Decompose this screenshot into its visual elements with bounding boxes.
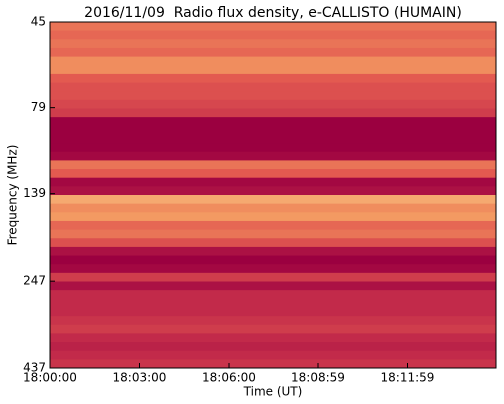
spectrum-row bbox=[50, 359, 496, 369]
spectrum-row bbox=[50, 272, 496, 282]
spectrum-row bbox=[50, 82, 496, 92]
spectrum-row bbox=[50, 195, 496, 205]
y-tick-label: 79 bbox=[31, 100, 46, 114]
x-tick-label: 18:00:00 bbox=[23, 371, 77, 385]
spectrum-row bbox=[50, 246, 496, 257]
x-tick-label: 18:11:59 bbox=[381, 371, 435, 385]
spectrum-row bbox=[50, 108, 496, 118]
spectrum-row bbox=[50, 56, 496, 66]
spectrum-row bbox=[50, 290, 496, 300]
y-tick-label: 139 bbox=[23, 186, 46, 200]
spectrum-row bbox=[50, 169, 496, 179]
x-tick-label: 18:06:00 bbox=[202, 371, 256, 385]
spectrum-row bbox=[50, 99, 496, 109]
y-axis-label: Frequency (MHz) bbox=[6, 145, 20, 246]
spectrum-row bbox=[50, 22, 496, 32]
spectrum-row bbox=[50, 229, 496, 239]
spectrum-row bbox=[50, 186, 496, 196]
x-tick-label: 18:03:00 bbox=[113, 371, 167, 385]
spectrum-row bbox=[50, 143, 496, 153]
spectrum-row bbox=[50, 91, 496, 101]
y-tick-label: 437 bbox=[23, 361, 46, 375]
spectrum-row bbox=[50, 238, 496, 248]
spectrum-row bbox=[50, 333, 496, 343]
x-tick-label: 18:08:59 bbox=[291, 371, 345, 385]
x-axis-label: Time (UT) bbox=[243, 385, 303, 399]
spectrum-row bbox=[50, 316, 496, 326]
spectrum-row bbox=[50, 151, 496, 161]
spectrum-row bbox=[50, 73, 496, 84]
spectrum-row bbox=[50, 65, 496, 75]
spectrum-row bbox=[50, 39, 496, 49]
plot-frame bbox=[49, 21, 497, 369]
spectrum-row bbox=[50, 203, 496, 213]
spectrum-row bbox=[50, 220, 496, 231]
spectrum-row bbox=[50, 30, 496, 40]
spectrum-row bbox=[50, 160, 496, 170]
spectrum-row bbox=[50, 264, 496, 274]
plot-area bbox=[50, 22, 496, 369]
chart-title: 2016/11/09 Radio flux density, e-CALLIST… bbox=[84, 5, 462, 21]
spectrum-row bbox=[50, 125, 496, 135]
spectrum-row bbox=[50, 47, 496, 58]
spectrum-row bbox=[50, 324, 496, 334]
spectrum-row bbox=[50, 298, 496, 308]
spectrum-row bbox=[50, 212, 496, 222]
spectrum-row bbox=[50, 255, 496, 265]
spectrum-row bbox=[50, 134, 496, 144]
spectrum-row bbox=[50, 117, 496, 127]
spectrum-row bbox=[50, 350, 496, 360]
spectrum-row bbox=[50, 342, 496, 352]
y-tick-label: 247 bbox=[23, 274, 46, 288]
spectrum-row bbox=[50, 281, 496, 291]
spectrum-row bbox=[50, 307, 496, 317]
y-tick-label: 45 bbox=[31, 15, 46, 29]
spectrum-row bbox=[50, 177, 496, 187]
